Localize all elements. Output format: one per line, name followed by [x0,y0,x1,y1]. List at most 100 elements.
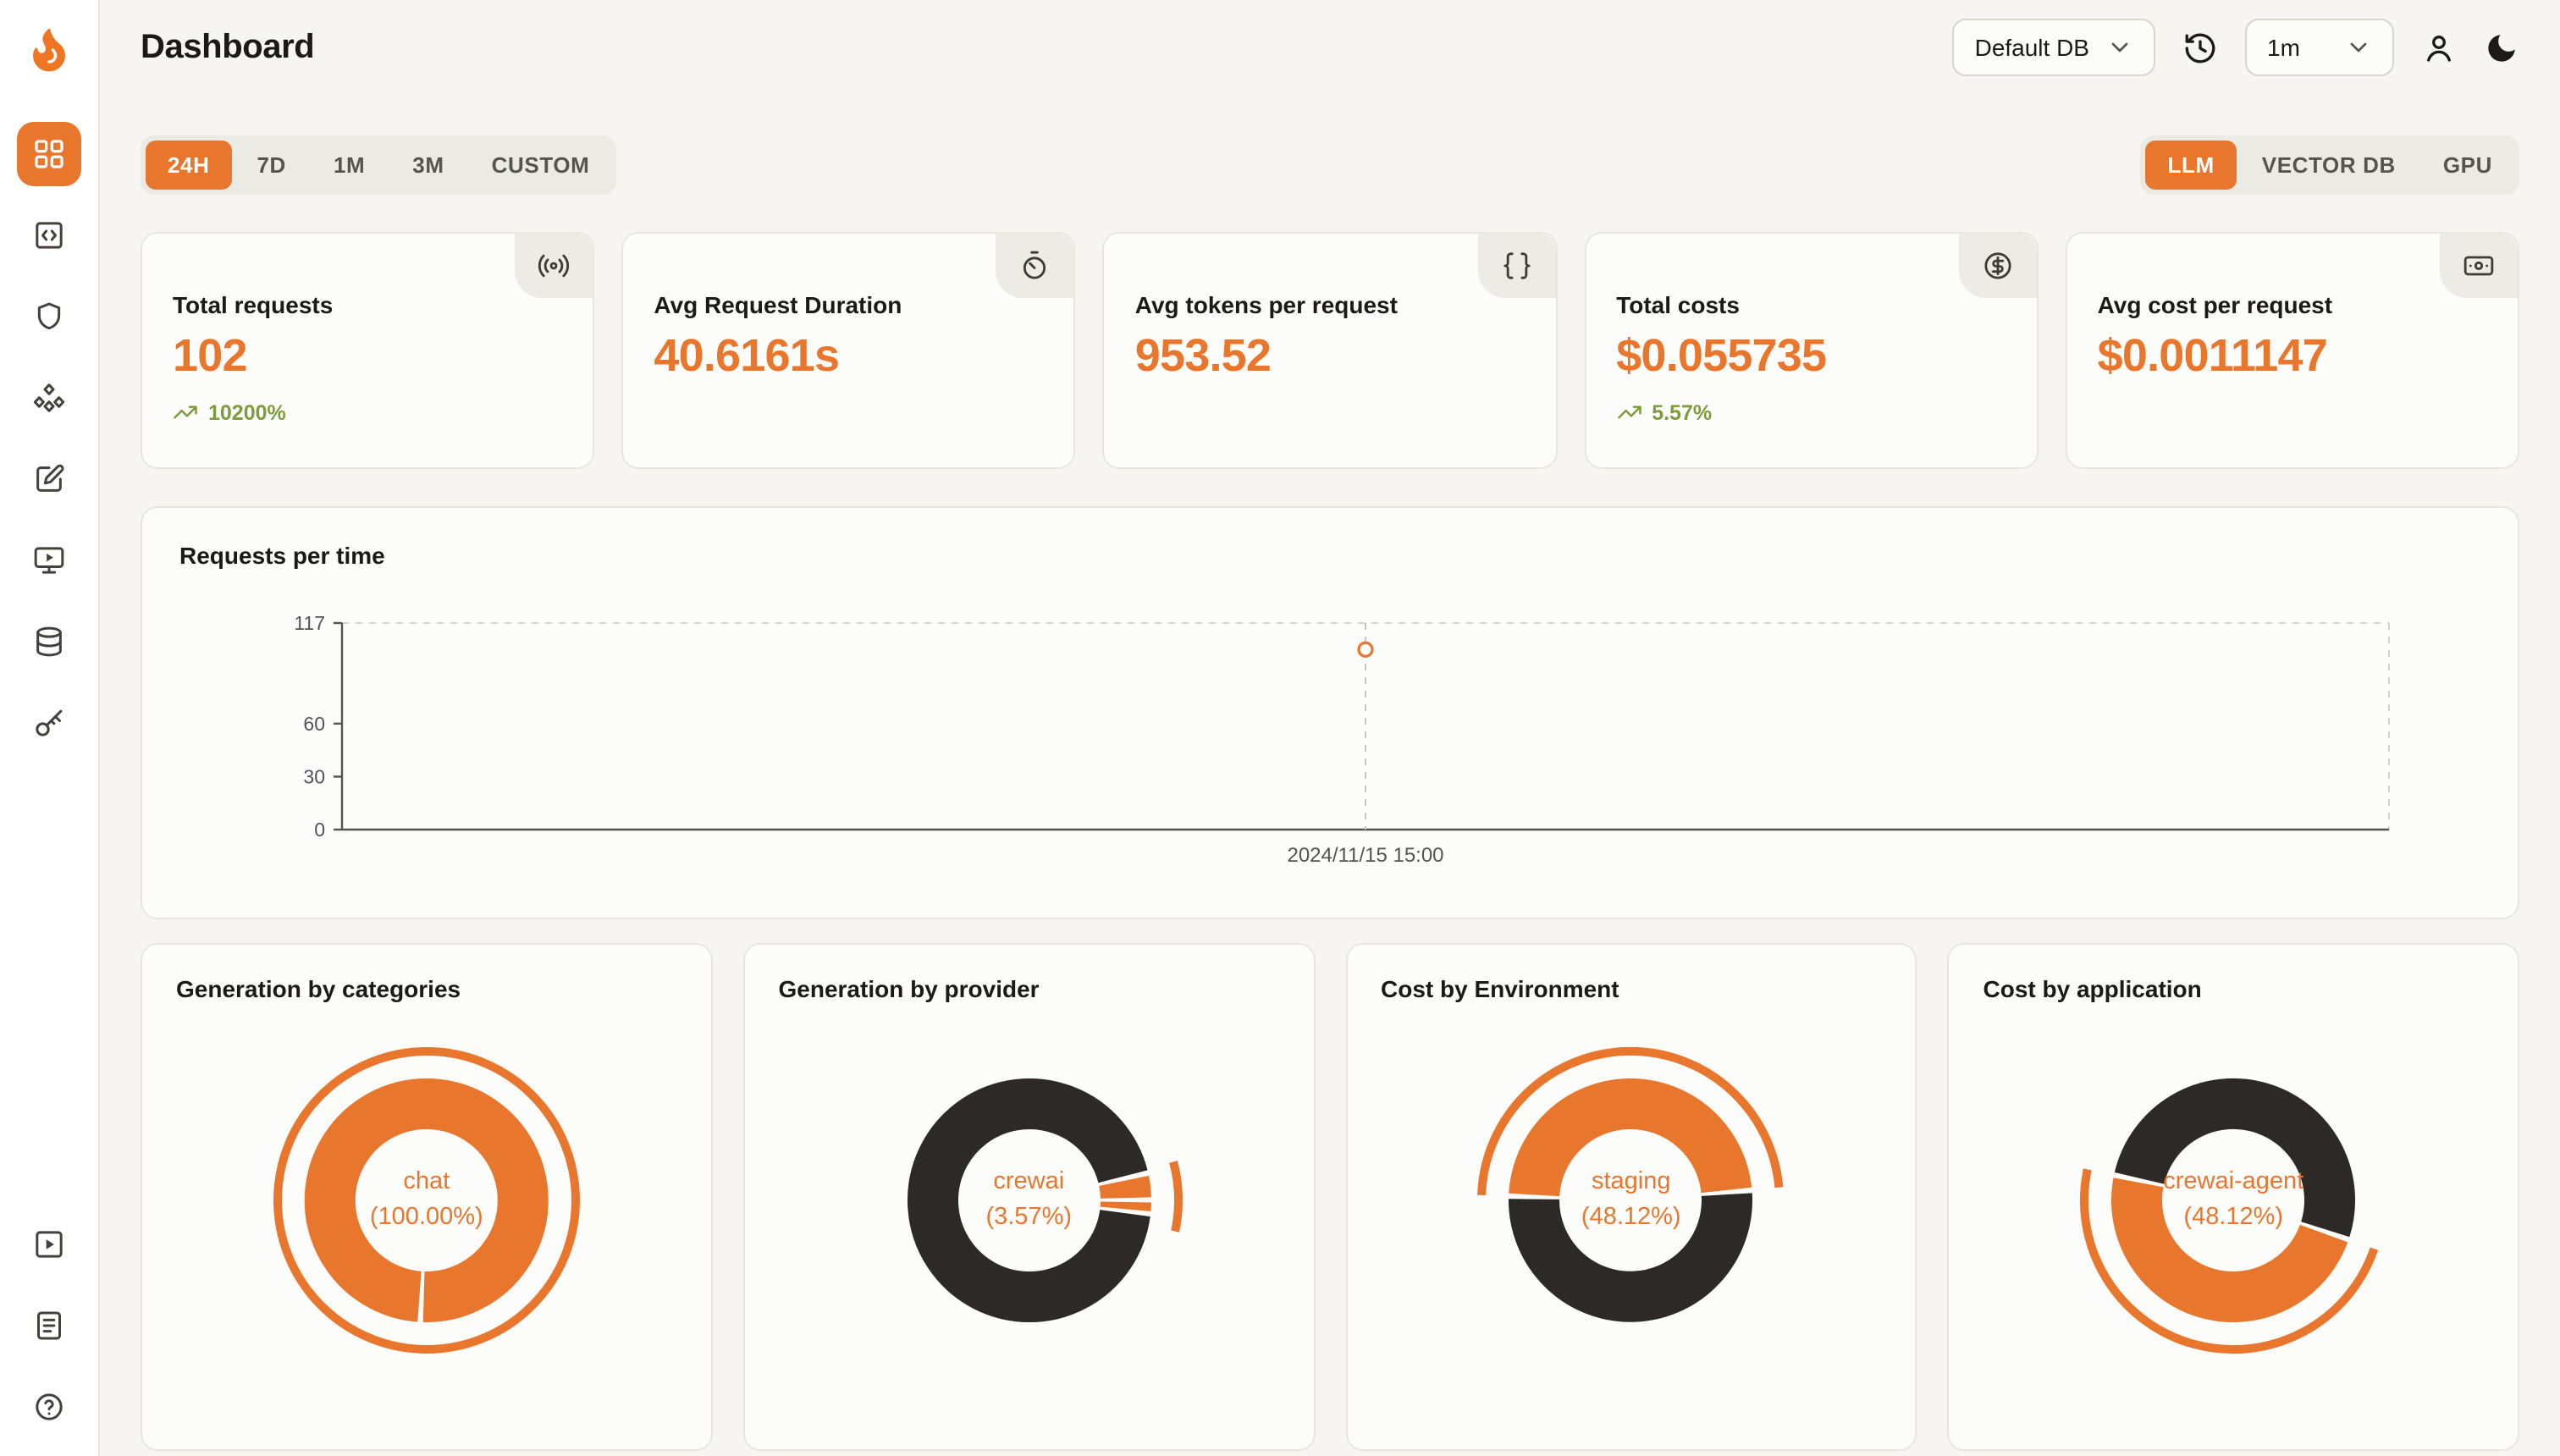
donut-chart: crewai (3.57%) [868,1040,1189,1361]
database-icon [36,626,62,657]
database-select-value: Default DB [1974,34,2089,61]
sidebar-item-dashboard[interactable] [17,122,81,186]
trending-up-icon [1617,405,1641,419]
category-tab-gpu[interactable]: GPU [2421,141,2514,190]
flame-logo-icon [33,29,65,72]
radio-tower-icon [538,254,570,278]
stat-card-total-costs: Total costs $0.055735 5.57% [1584,232,2039,469]
donut-svg [2080,1078,2379,1354]
sidebar-item-getting-started[interactable] [17,1212,81,1277]
database-select[interactable]: Default DB [1952,19,2155,76]
stat-trend: 10200% [173,400,562,425]
donut-card-application: Cost by application crewai-agent (48.12%… [1947,943,2519,1451]
sidebar-item-docs[interactable] [17,1293,81,1358]
svg-text:0: 0 [314,819,325,841]
user-profile-button[interactable] [2421,30,2457,65]
braces-icon [1503,252,1530,279]
sidebar-item-prompts[interactable] [17,447,81,511]
stat-title: Avg tokens per request [1134,291,1398,318]
circle-dollar-icon [1984,252,2011,279]
donut-svg [907,1078,1183,1322]
donut-title: Generation by categories [176,975,461,1002]
app-logo [20,20,78,78]
time-range-tabs: 24H 7D 1M 3M CUSTOM [141,135,617,195]
pencil-square-icon [36,464,64,492]
donut-title: Cost by application [1983,975,2202,1002]
sidebar-nav [17,122,81,755]
sidebar-item-api-keys[interactable] [17,691,81,755]
workflow-diamonds-icon [33,383,65,412]
key-icon [36,709,63,736]
requests-per-time-card: Requests per time 117 60 30 0 2024/11/15 15:… [141,506,2519,919]
interval-select-value: 1m [2267,34,2300,61]
donut-card-environment: Cost by Environment staging (48.12%) [1345,943,1917,1451]
donut-card-provider: Generation by provider crewai (3.57%) [742,943,1315,1451]
donut-title: Generation by provider [778,975,1040,1002]
donut-svg [1477,1046,1785,1322]
chevron-down-icon [2350,42,2367,52]
interval-select[interactable]: 1m [2245,19,2394,76]
sidebar [0,0,100,1456]
stat-title: Avg Request Duration [654,291,902,318]
donut-card-categories: Generation by categories chat (100.00%) [141,943,713,1451]
donut-chart: staging (48.12%) [1470,1040,1792,1361]
category-tab-vector-db[interactable]: VECTOR DB [2240,141,2418,190]
category-tabs: LLM VECTOR DB GPU [2140,135,2519,195]
time-tab-custom[interactable]: CUSTOM [470,141,612,190]
donut-chart: chat (100.00%) [266,1040,588,1361]
stat-title: Total requests [173,291,334,318]
category-tab-llm[interactable]: LLM [2145,141,2237,190]
monitor-play-icon [34,547,64,574]
stat-card-avg-duration: Avg Request Duration 40.6161s [621,232,1076,469]
dashboard-grid-icon [35,140,63,168]
sidebar-footer [17,1212,81,1439]
time-tab-24h[interactable]: 24H [146,141,232,190]
stat-card-total-requests: Total requests 102 10200% [141,232,595,469]
shield-icon [37,302,61,330]
stat-title: Total costs [1616,291,1740,318]
time-tab-7d[interactable]: 7D [235,141,308,190]
donut-chart: crewai-agent (48.12%) [2072,1040,2394,1361]
sidebar-item-exceptions[interactable] [17,284,81,349]
line-chart-svg: 117 60 30 0 2024/11/15 15:00 [294,612,2390,867]
donut-row: Generation by categories chat (100.00%) … [100,919,2560,1451]
sidebar-item-help[interactable] [17,1375,81,1439]
main-area: Dashboard Default DB 1m [100,0,2560,1456]
stat-card-icon-chip [515,234,593,298]
stat-value: 40.6161s [654,330,840,381]
play-square-icon [36,1231,63,1258]
filters-row: 24H 7D 1M 3M CUSTOM LLM VECTOR DB GPU [100,95,2560,195]
file-code-icon [36,222,63,249]
sidebar-item-databases[interactable] [17,609,81,674]
stat-value: 102 [173,330,248,381]
svg-text:30: 30 [303,765,325,787]
svg-text:117: 117 [294,612,325,634]
stat-trend: 5.57% [1616,400,2006,425]
user-icon [2427,35,2451,61]
time-tab-1m[interactable]: 1M [312,141,387,190]
theme-toggle-button[interactable] [2484,30,2519,65]
svg-text:2024/11/15 15:00: 2024/11/15 15:00 [1287,844,1443,867]
chevron-down-icon [2111,42,2128,52]
timer-icon [1023,251,1046,279]
chart-title: Requests per time [179,542,385,569]
document-icon [37,1311,61,1340]
stat-value: $0.0011147 [2097,330,2328,381]
stat-title: Avg cost per request [2097,291,2333,318]
refresh-history-button[interactable] [2182,30,2218,65]
stat-value: 953.52 [1134,330,1272,381]
svg-text:60: 60 [303,713,325,735]
trending-up-icon [174,405,197,419]
time-tab-3m[interactable]: 3M [390,141,466,190]
sidebar-item-integrations[interactable] [17,366,81,430]
sidebar-item-playground[interactable] [17,528,81,593]
history-icon [2185,32,2215,63]
stat-card-icon-chip [1958,234,2037,298]
stat-card-icon-chip [996,234,1074,298]
stat-card-avg-cost: Avg cost per request $0.0011147 [2065,232,2519,469]
moon-icon [2488,34,2515,61]
header: Dashboard Default DB 1m [100,0,2560,95]
stats-row: Total requests 102 10200% Avg Request Du… [100,195,2560,469]
sidebar-item-requests[interactable] [17,203,81,267]
